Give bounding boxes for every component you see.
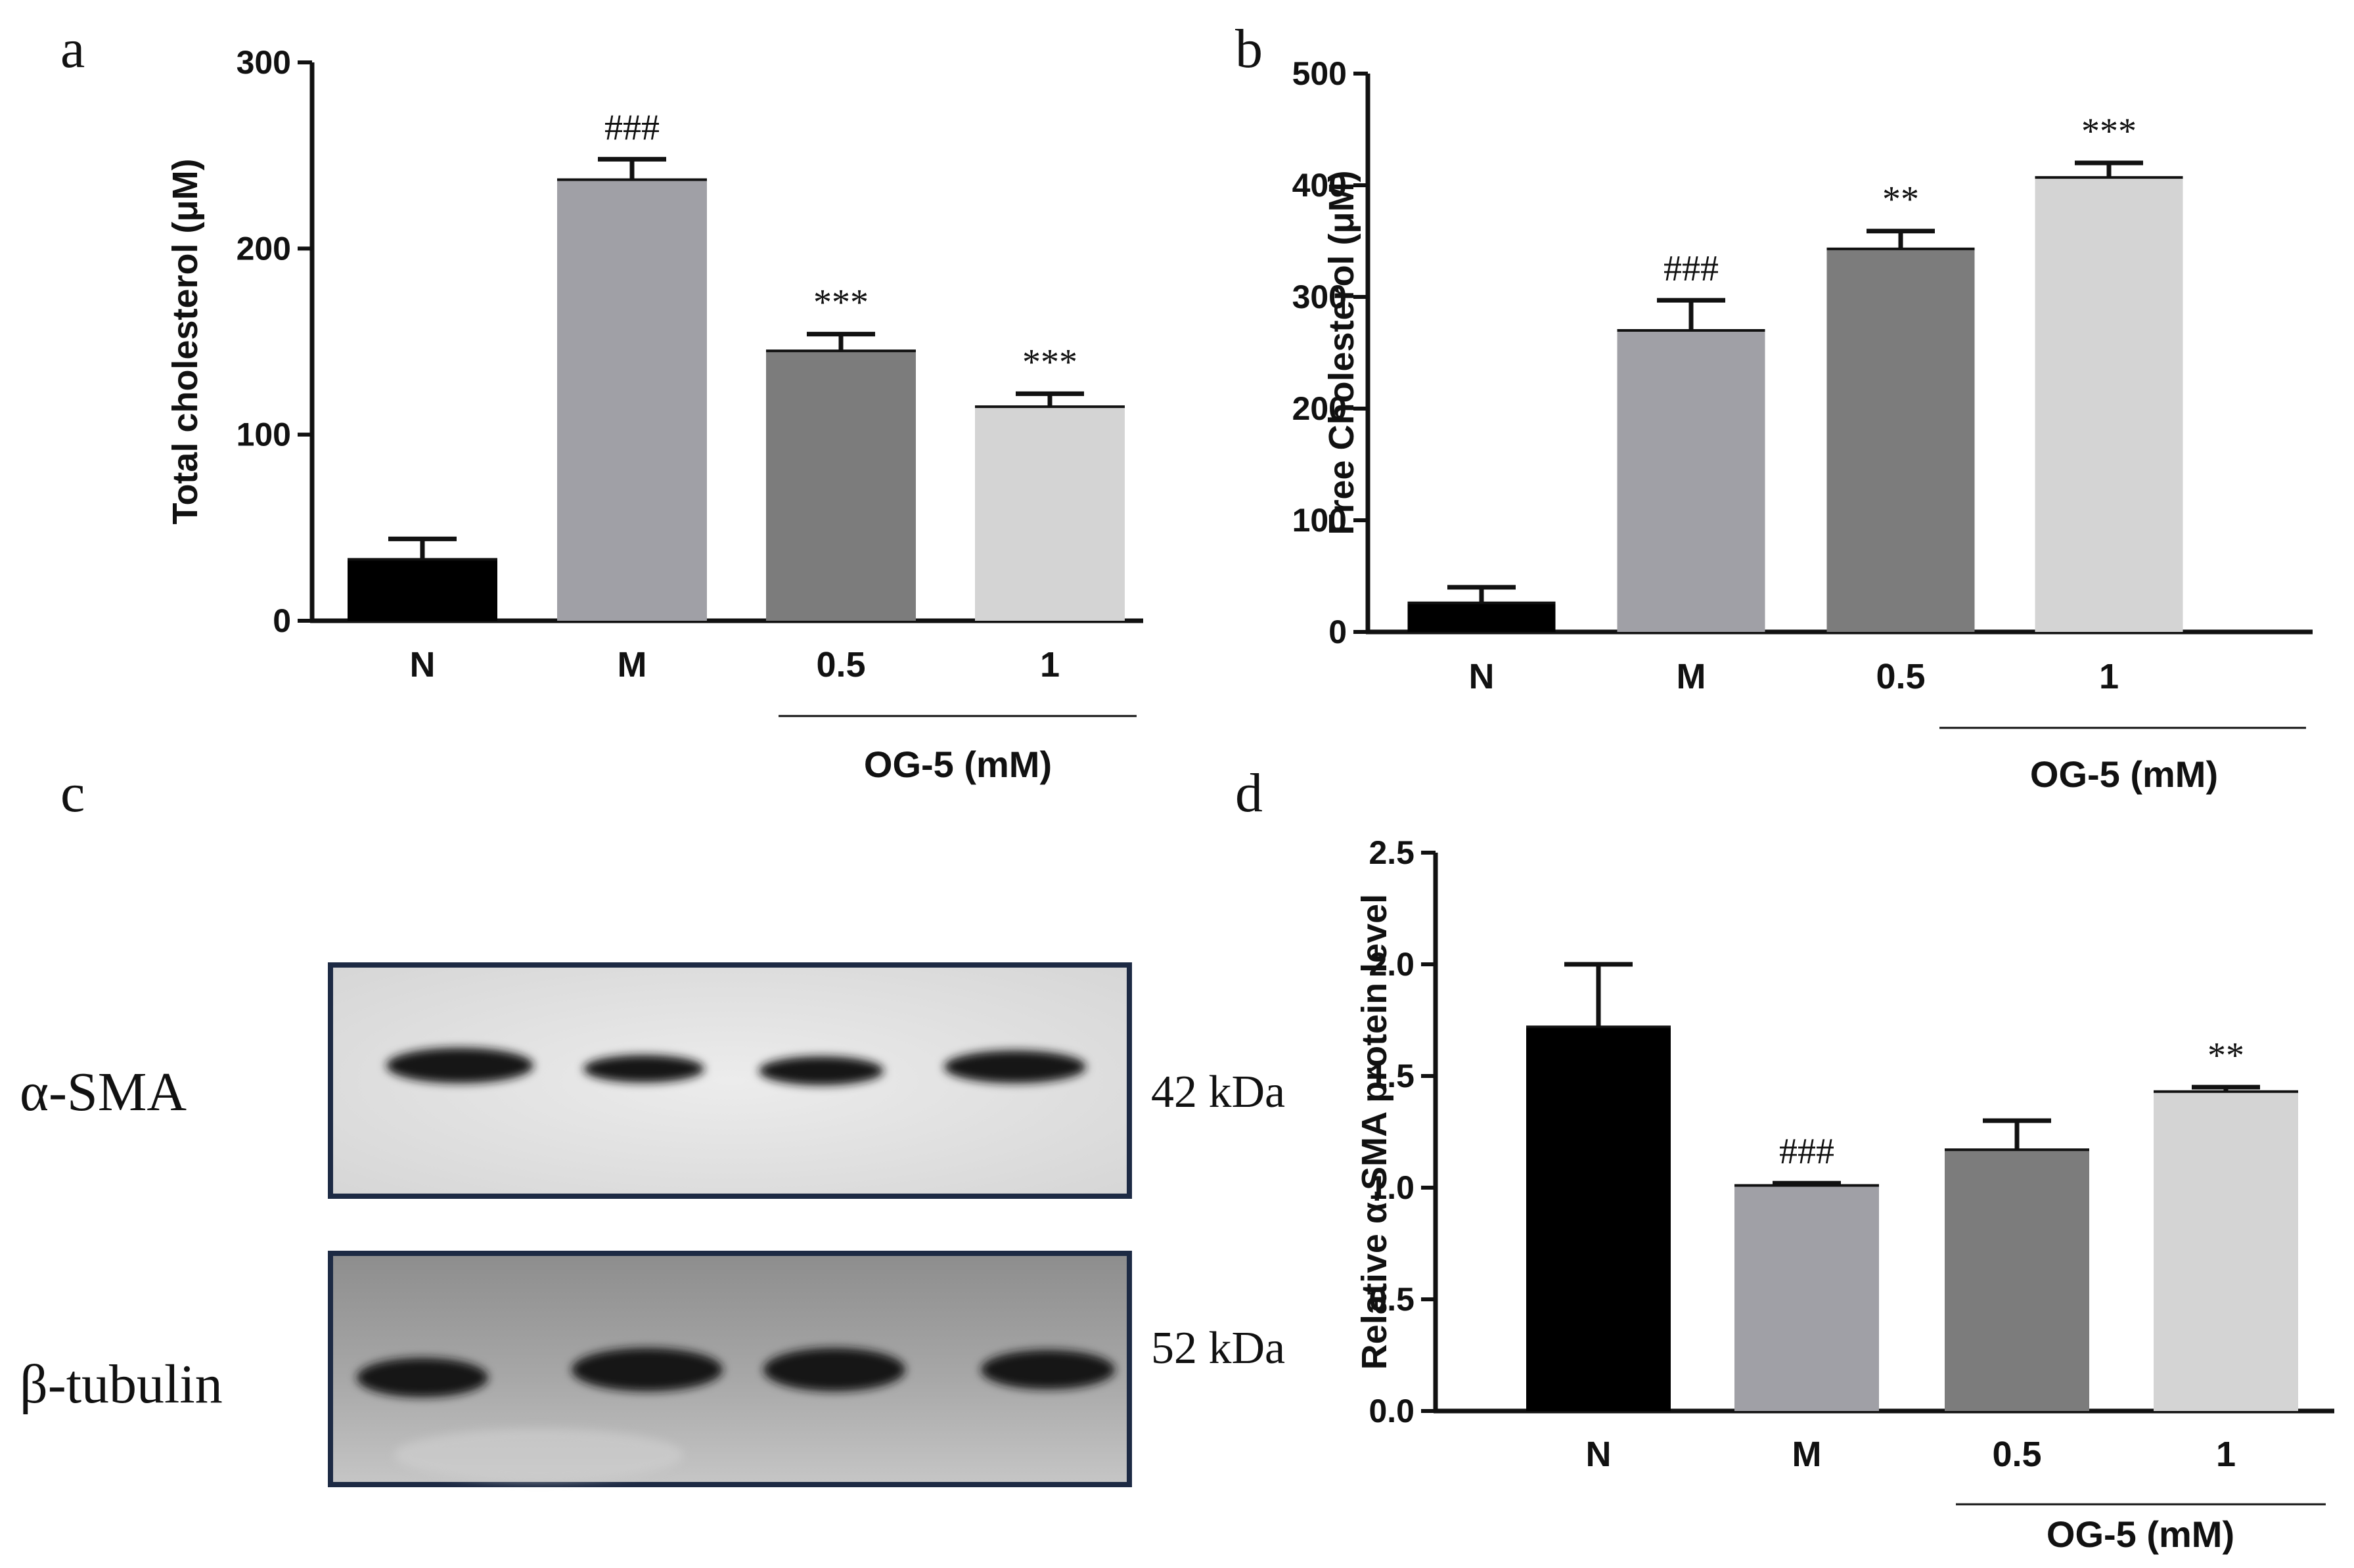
band-asma-m bbox=[583, 1055, 704, 1083]
y-tick-label: 1.5 bbox=[1369, 1058, 1415, 1094]
x-tick-label: 1 bbox=[1040, 645, 1060, 684]
bar bbox=[1526, 1027, 1671, 1411]
blot-membrane-asma bbox=[328, 962, 1132, 1199]
blot-membrane-tubulin bbox=[328, 1251, 1132, 1487]
western-blot: α-SMA β-tubulin 42 kDa 52 kDa bbox=[20, 962, 1285, 1487]
y-axis-title: Total cholesterol (μM) bbox=[166, 158, 205, 524]
chart-relative-asma: 0.0 0.5 1.0 1.5 2.0 2.5 Relative α-SMA protein… bbox=[1355, 834, 2334, 1555]
x-tick-label: N bbox=[1469, 657, 1495, 696]
y-axis-title: Free Cholesterol (μM) bbox=[1322, 170, 1361, 535]
band-tubulin-05 bbox=[763, 1348, 905, 1391]
panel-label-c: c bbox=[60, 763, 85, 824]
y-axis-title: Relative α-SMA protein level bbox=[1355, 894, 1394, 1370]
x-tick-label: N bbox=[410, 645, 436, 684]
significance-mark: ### bbox=[1779, 1131, 1834, 1172]
group-label: OG-5 (mM) bbox=[2030, 753, 2218, 795]
band-tubulin-1 bbox=[981, 1350, 1115, 1389]
y-tick-label: 300 bbox=[237, 44, 291, 81]
significance-mark: *** bbox=[1022, 342, 1077, 382]
band-asma-n bbox=[386, 1048, 533, 1083]
y-tick-label: 400 bbox=[1292, 167, 1347, 204]
x-tick-label: M bbox=[1792, 1435, 1822, 1474]
group-label: OG-5 (mM) bbox=[864, 744, 1052, 785]
band-tubulin-m bbox=[572, 1348, 723, 1391]
bar bbox=[1945, 1150, 2089, 1411]
x-tick-label: 0.5 bbox=[816, 645, 865, 684]
blot-label-tubulin: β-tubulin bbox=[20, 1354, 223, 1415]
x-tick-label: N bbox=[1586, 1435, 1612, 1474]
bar bbox=[557, 179, 707, 621]
x-tick-label: 0.5 bbox=[1876, 657, 1925, 696]
y-tick-label: 1.0 bbox=[1369, 1169, 1415, 1206]
y-tick-label: 100 bbox=[237, 416, 291, 453]
chart-free-cholesterol: 0 100 200 300 400 500 Free Cholesterol (μM) N ##… bbox=[1292, 55, 2313, 795]
x-tick-label: 0.5 bbox=[1992, 1435, 2041, 1474]
x-tick-label: M bbox=[618, 645, 647, 684]
bar bbox=[2035, 177, 2183, 633]
y-tick-label: 2.0 bbox=[1369, 946, 1415, 983]
bar bbox=[348, 559, 497, 621]
bar bbox=[2154, 1091, 2298, 1411]
y-tick-label: 200 bbox=[1292, 390, 1347, 427]
chart-total-cholesterol: 0 100 200 300 Total cholesterol (μM) N ### M ***… bbox=[166, 44, 1143, 785]
y-tick-label: 0.0 bbox=[1369, 1393, 1415, 1429]
significance-mark: ** bbox=[1882, 179, 1919, 220]
y-tick-label: 0 bbox=[1328, 614, 1347, 650]
x-tick-label: M bbox=[1677, 657, 1706, 696]
x-tick-label: 1 bbox=[2099, 657, 2119, 696]
significance-mark: ### bbox=[604, 107, 660, 148]
blot-label-asma: α-SMA bbox=[20, 1062, 187, 1123]
bar bbox=[1407, 602, 1556, 632]
y-tick-label: 2.5 bbox=[1369, 834, 1415, 871]
bar bbox=[766, 351, 916, 621]
y-tick-label: 300 bbox=[1292, 279, 1347, 315]
y-tick-label: 0 bbox=[273, 602, 291, 639]
panel-label-d: d bbox=[1235, 763, 1263, 824]
band-asma-1 bbox=[944, 1050, 1086, 1083]
bar bbox=[1617, 330, 1765, 632]
significance-mark: *** bbox=[813, 282, 869, 323]
significance-mark: *** bbox=[2081, 111, 2137, 152]
group-label: OG-5 (mM) bbox=[2047, 1513, 2234, 1555]
bar bbox=[1826, 248, 1975, 632]
y-tick-label: 100 bbox=[1292, 502, 1347, 539]
bar bbox=[1734, 1185, 1879, 1411]
panel-label-b: b bbox=[1235, 18, 1263, 79]
significance-mark: ** bbox=[2207, 1035, 2244, 1076]
y-tick-label: 500 bbox=[1292, 55, 1347, 92]
blot-size-asma: 42 kDa bbox=[1151, 1067, 1285, 1117]
significance-mark: ### bbox=[1664, 248, 1719, 289]
x-tick-label: 1 bbox=[2216, 1435, 2236, 1474]
band-tubulin-n bbox=[357, 1358, 488, 1397]
y-tick-label: 200 bbox=[237, 230, 291, 267]
band-asma-05 bbox=[759, 1056, 884, 1085]
y-tick-label: 0.5 bbox=[1369, 1281, 1415, 1318]
panel-label-a: a bbox=[60, 18, 85, 79]
blot-size-tubulin: 52 kDa bbox=[1151, 1323, 1285, 1374]
bar bbox=[975, 407, 1125, 621]
